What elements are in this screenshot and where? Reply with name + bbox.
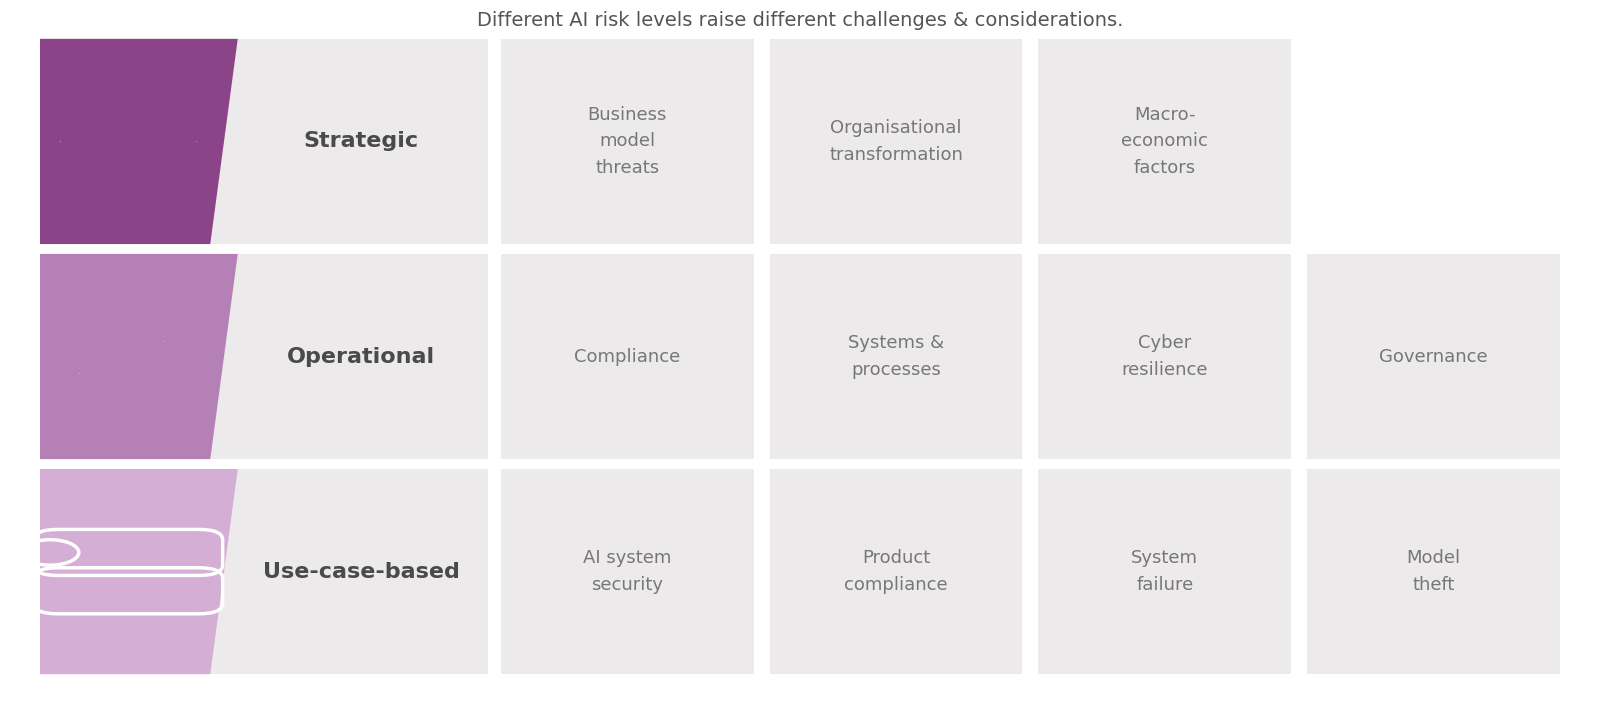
Polygon shape xyxy=(40,39,238,244)
Bar xyxy=(40,39,488,244)
Polygon shape xyxy=(40,254,238,459)
Bar xyxy=(501,39,754,244)
Text: Compliance: Compliance xyxy=(574,347,680,366)
Bar xyxy=(501,469,754,674)
Bar xyxy=(1038,254,1291,459)
Text: Systems &
processes: Systems & processes xyxy=(848,335,944,378)
Bar xyxy=(40,254,488,459)
Text: Cyber
resilience: Cyber resilience xyxy=(1122,335,1208,378)
Text: Strategic: Strategic xyxy=(304,131,419,151)
Text: Governance: Governance xyxy=(1379,347,1488,366)
Bar xyxy=(1038,469,1291,674)
Bar xyxy=(501,254,754,459)
Bar xyxy=(40,469,488,674)
Text: Macro-
economic
factors: Macro- economic factors xyxy=(1122,106,1208,176)
Text: Operational: Operational xyxy=(288,347,435,366)
Text: Organisational
transformation: Organisational transformation xyxy=(829,119,963,164)
Bar xyxy=(770,254,1022,459)
Bar xyxy=(770,39,1022,244)
Text: System
failure: System failure xyxy=(1131,549,1198,594)
Bar xyxy=(770,469,1022,674)
Bar xyxy=(1307,254,1560,459)
Text: Different AI risk levels raise different challenges & considerations.: Different AI risk levels raise different… xyxy=(477,11,1123,30)
Text: Model
theft: Model theft xyxy=(1406,549,1461,594)
Bar xyxy=(1038,39,1291,244)
Text: Business
model
threats: Business model threats xyxy=(587,106,667,176)
Text: Use-case-based: Use-case-based xyxy=(262,562,459,582)
Text: AI system
security: AI system security xyxy=(582,549,672,594)
Bar xyxy=(1307,469,1560,674)
Polygon shape xyxy=(40,469,238,674)
Text: Product
compliance: Product compliance xyxy=(845,549,947,594)
